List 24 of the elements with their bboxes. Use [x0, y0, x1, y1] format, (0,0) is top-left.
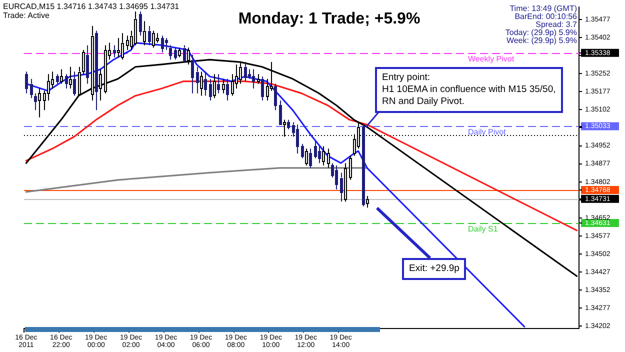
candlestick [25, 71, 28, 94]
annotation: BarEnd: 00:10:56 [514, 12, 577, 21]
annotation: EURCAD,M15 1.34716 1.34743 1.34695 1.34731 [3, 2, 180, 11]
candlestick [200, 71, 203, 96]
candlestick [196, 66, 199, 94]
candlestick [38, 88, 41, 118]
annotation: Time: 13:49 (GMT) [510, 4, 577, 13]
ref-line-label: Daily S1 [468, 224, 498, 234]
candlestick [191, 54, 194, 94]
annotation: Trade: Active [3, 11, 50, 20]
annotation: Spread: 3.7 [536, 20, 577, 29]
annotation: Week: (29.9p) 5.9% [506, 36, 577, 45]
candlestick [340, 172, 343, 202]
candlestick [252, 68, 255, 90]
candlestick [296, 124, 299, 154]
annotation: Entry point: H1 10EMA in confluence with M15 35/50, RN and Daily Pivot. [375, 67, 563, 113]
chart-title: Monday: 1 Trade; +5.9% [238, 10, 420, 28]
candlestick [335, 164, 338, 190]
annotation: Exit: +29.9p [402, 258, 466, 280]
ref-line-label: Daily Pivot [468, 128, 507, 137]
candlestick [47, 74, 50, 102]
candlestick [99, 68, 102, 102]
ref-line-label: Weekly Pivot [468, 54, 515, 64]
annotation: Today: (29.9p) 5.9% [505, 28, 577, 37]
